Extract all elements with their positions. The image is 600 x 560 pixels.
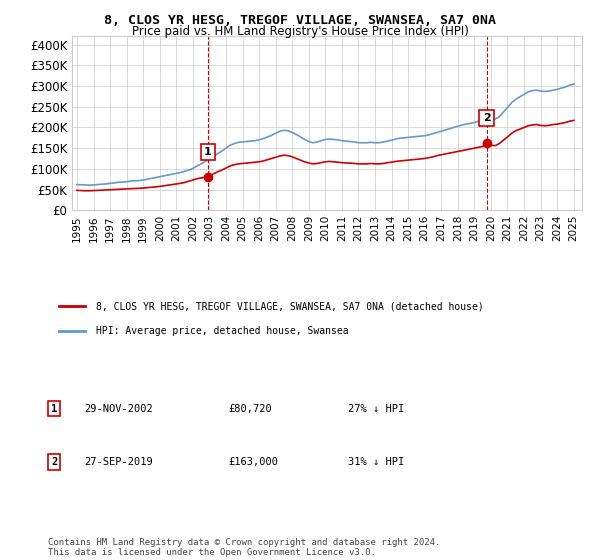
Text: 31% ↓ HPI: 31% ↓ HPI [348,457,404,467]
Text: 27-SEP-2019: 27-SEP-2019 [84,457,153,467]
Text: 29-NOV-2002: 29-NOV-2002 [84,404,153,414]
Text: 8, CLOS YR HESG, TREGOF VILLAGE, SWANSEA, SA7 0NA (detached house): 8, CLOS YR HESG, TREGOF VILLAGE, SWANSEA… [95,301,483,311]
Text: 8, CLOS YR HESG, TREGOF VILLAGE, SWANSEA, SA7 0NA: 8, CLOS YR HESG, TREGOF VILLAGE, SWANSEA… [104,14,496,27]
Text: 1: 1 [51,404,57,414]
Text: Price paid vs. HM Land Registry's House Price Index (HPI): Price paid vs. HM Land Registry's House … [131,25,469,38]
Text: Contains HM Land Registry data © Crown copyright and database right 2024.
This d: Contains HM Land Registry data © Crown c… [48,538,440,557]
Text: 27% ↓ HPI: 27% ↓ HPI [348,404,404,414]
Text: 1: 1 [204,147,212,157]
Text: 2: 2 [51,457,57,467]
Text: 2: 2 [483,113,490,123]
Text: £80,720: £80,720 [228,404,272,414]
Text: HPI: Average price, detached house, Swansea: HPI: Average price, detached house, Swan… [95,326,348,336]
Text: £163,000: £163,000 [228,457,278,467]
